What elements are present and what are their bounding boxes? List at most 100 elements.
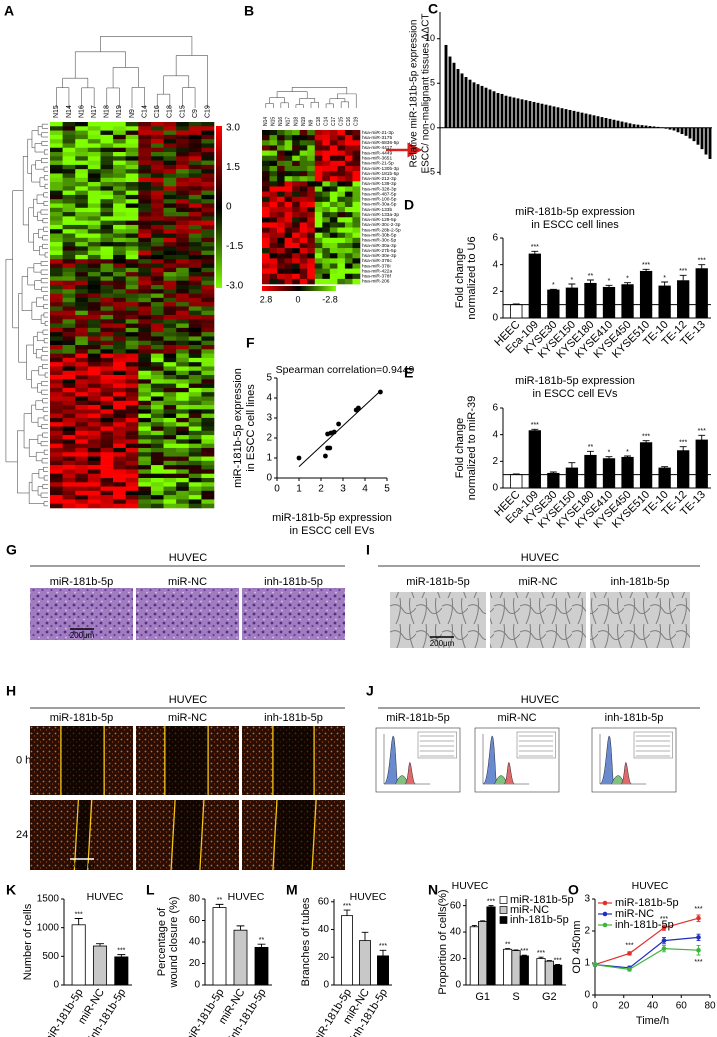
heatmap-cell <box>163 370 177 376</box>
heatmap-cell <box>299 278 308 285</box>
heatmap-cell <box>188 203 202 209</box>
heatmap-cell <box>277 278 285 285</box>
heatmap-cell <box>163 289 177 294</box>
x-tick-label: S <box>512 991 519 1003</box>
heatmap-cell <box>75 169 89 174</box>
bar <box>511 950 521 986</box>
heatmap-cell <box>322 217 331 223</box>
column-label: N17 <box>91 105 98 118</box>
heatmap-cell <box>125 280 139 286</box>
heatmap-cell <box>150 284 164 290</box>
heatmap-cell <box>125 147 139 153</box>
heatmap-cell <box>75 319 89 324</box>
heatmap-cell <box>150 460 164 466</box>
heatmap-cell <box>138 289 152 294</box>
micrograph <box>490 592 586 648</box>
heatmap-cell <box>62 499 76 505</box>
heatmap-cell <box>176 383 190 389</box>
heatmap-cell <box>113 439 126 444</box>
heatmap-cell <box>201 302 215 307</box>
bar <box>596 116 600 128</box>
heatmap-cell <box>125 272 139 277</box>
heatmap-cell <box>100 315 114 320</box>
y-tick-label: 0 <box>584 990 590 1001</box>
error-bar <box>549 471 557 474</box>
heatmap-cell <box>262 227 270 233</box>
bar <box>544 960 554 986</box>
heatmap-cell <box>125 362 139 367</box>
heatmap-cell <box>176 482 190 487</box>
bar <box>544 104 548 128</box>
heatmap-cell <box>201 254 215 260</box>
heatmap-cell <box>188 482 202 487</box>
heatmap-cell <box>62 242 76 247</box>
heatmap-cell <box>329 232 338 239</box>
heatmap-cell <box>113 203 126 209</box>
heatmap-cell <box>125 203 139 209</box>
heatmap-cell <box>87 237 101 243</box>
heatmap-cell <box>87 216 101 221</box>
heatmap-cell <box>284 253 293 259</box>
heatmap-cell <box>50 439 63 444</box>
heatmap-cell <box>150 426 164 432</box>
point <box>323 453 328 459</box>
y-axis-label: Fold change <box>454 248 466 309</box>
error-bar <box>257 943 266 948</box>
heatmap-cell <box>87 207 101 213</box>
heatmap-cell <box>269 212 278 218</box>
heatmap-cell <box>292 227 300 233</box>
heatmap-cell <box>150 212 164 217</box>
heatmap-cell <box>75 182 89 187</box>
heatmap-cell <box>75 327 89 333</box>
heatmap-cell <box>201 336 215 342</box>
heatmap-cell <box>201 417 215 423</box>
heatmap-cell <box>138 126 152 131</box>
heatmap-cell <box>344 130 353 136</box>
heatmap-cell <box>100 160 114 166</box>
heatmap-cell <box>87 396 101 402</box>
bar <box>516 98 520 128</box>
heatmap-cell <box>201 284 215 290</box>
scale-bar-label: 200μm <box>70 631 95 640</box>
heatmap-cell <box>100 482 114 487</box>
panel-letter: F <box>246 335 255 351</box>
bar <box>528 253 541 319</box>
heatmap-cell <box>284 227 293 233</box>
bar <box>632 124 636 128</box>
heatmap-cell <box>163 486 177 492</box>
heatmap-cell <box>75 194 89 200</box>
heatmap-cell <box>322 186 331 192</box>
heatmap-cell <box>163 182 177 187</box>
heatmap-cell <box>50 323 63 329</box>
bar <box>612 119 616 128</box>
column-label: N16 <box>278 117 284 126</box>
heatmap-cell <box>62 186 76 191</box>
heatmap-cell <box>113 250 126 256</box>
heatmap-cell <box>138 315 152 320</box>
panel-letter: J <box>366 683 374 699</box>
legend-label: miR-181b-5p <box>510 894 574 906</box>
y-tick-label: 80 <box>189 894 201 905</box>
heatmap-cell <box>269 155 278 162</box>
heatmap-cell <box>100 396 114 402</box>
heatmap-cell <box>299 248 308 254</box>
heatmap-cell <box>163 439 177 444</box>
heatmap-cell <box>201 362 215 367</box>
heatmap-cell <box>138 237 152 243</box>
heatmap-cell <box>113 340 126 346</box>
heatmap-cell <box>62 413 76 419</box>
heatmap-cell <box>201 465 215 470</box>
bar <box>624 122 628 128</box>
bar <box>658 467 671 489</box>
error-bar <box>117 954 126 957</box>
heatmap-cell <box>337 191 346 198</box>
heatmap-cell <box>138 186 152 191</box>
bar <box>677 280 690 319</box>
heatmap-cell <box>125 276 139 281</box>
heatmap-cell <box>176 147 190 153</box>
bar <box>639 442 653 489</box>
heatmap-cell <box>150 469 164 474</box>
heatmap-cell <box>163 224 177 230</box>
heatmap-cell <box>50 276 63 281</box>
bar <box>510 474 523 489</box>
